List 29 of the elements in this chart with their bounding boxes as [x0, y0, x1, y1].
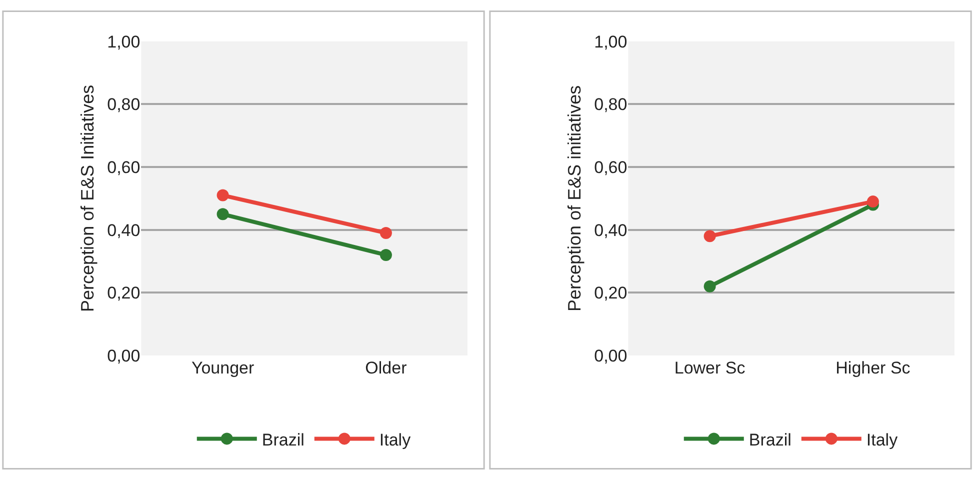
- x-tick-label: Younger: [191, 358, 254, 378]
- y-tick-label: 0,00: [107, 346, 140, 366]
- y-tick-label: 0,80: [594, 95, 628, 114]
- point: [704, 230, 716, 242]
- y-tick-label: 0,00: [594, 346, 628, 366]
- point: [704, 280, 716, 292]
- point: [380, 226, 392, 239]
- point: [380, 248, 392, 261]
- point: [216, 208, 229, 220]
- legend-label: Brazil: [748, 430, 792, 450]
- point: [216, 189, 229, 202]
- y-tick-label: 0,60: [107, 158, 140, 177]
- point: [866, 196, 879, 208]
- legend-label: Italy: [379, 430, 412, 450]
- y-tick-label: 0,40: [107, 220, 140, 240]
- y-axis-title: Perception of E&S initiatives: [564, 85, 584, 312]
- x-tick-label: Lower Sc: [674, 358, 746, 378]
- y-axis-title: Perception of E&S Initiatives: [77, 84, 98, 312]
- y-tick-label: 0,40: [594, 220, 628, 240]
- y-tick-label: 0,80: [107, 95, 140, 114]
- y-tick-label: 1,00: [107, 32, 140, 52]
- x-tick-label: Older: [365, 358, 408, 378]
- legend-label: Brazil: [262, 430, 304, 450]
- legend-label: Italy: [866, 430, 898, 450]
- y-tick-label: 0,20: [107, 284, 140, 303]
- x-tick-label: Higher Sc: [836, 358, 911, 378]
- y-tick-label: 0,60: [594, 158, 628, 177]
- y-tick-label: 0,20: [594, 284, 628, 303]
- y-tick-label: 1,00: [594, 32, 628, 52]
